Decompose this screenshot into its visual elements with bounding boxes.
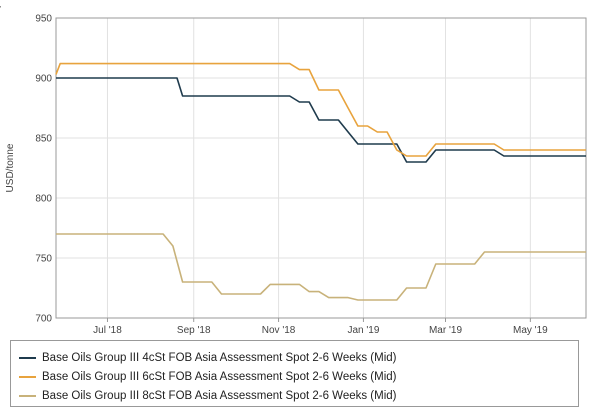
legend-label-6cst: Base Oils Group III 6cSt FOB Asia Assess… (42, 370, 397, 383)
y-tick-label: 900 (35, 74, 52, 85)
legend-swatch-6cst (19, 375, 36, 378)
x-tick-label: Jan '19 (347, 325, 379, 336)
grid-lines (56, 18, 586, 318)
line-chart: 700 750 800 850 900 950 Jul '18 Sep '18 Nov '18… (5, 14, 587, 336)
legend-swatch-4cst (19, 356, 36, 359)
corner-mark: ' (0, 6, 2, 13)
series-line-1[interactable] (55, 62, 586, 157)
legend-swatch-8cst (19, 394, 36, 397)
series-line-0[interactable] (56, 77, 586, 163)
x-tick-label: Jul '18 (93, 325, 122, 336)
plot-frame (55, 17, 587, 319)
y-tick-label: 850 (35, 134, 52, 145)
legend-item-4cst[interactable]: Base Oils Group III 4cSt FOB Asia Assess… (19, 348, 578, 367)
y-axis-ticks: 700 750 800 850 900 950 (35, 14, 52, 325)
y-tick-label: 950 (35, 14, 52, 25)
legend-item-8cst[interactable]: Base Oils Group III 8cSt FOB Asia Assess… (19, 386, 578, 405)
legend: Base Oils Group III 4cSt FOB Asia Assess… (10, 340, 579, 407)
legend-item-6cst[interactable]: Base Oils Group III 6cSt FOB Asia Assess… (19, 367, 578, 386)
x-tick-label: May '19 (513, 325, 548, 336)
series-lines (55, 62, 586, 301)
y-tick-label: 750 (35, 254, 52, 265)
x-tick-label: Sep '18 (177, 325, 211, 336)
x-tick-label: Nov '18 (262, 325, 296, 336)
x-axis-ticks: Jul '18 Sep '18 Nov '18 Jan '19 Mar '19 May '… (93, 318, 548, 336)
y-tick-label: 700 (35, 314, 52, 325)
legend-label-8cst: Base Oils Group III 8cSt FOB Asia Assess… (42, 389, 397, 402)
series-line-2[interactable] (56, 233, 586, 301)
x-tick-label: Mar '19 (429, 325, 462, 336)
y-axis-title: USD/tonne (5, 143, 16, 192)
y-tick-label: 800 (35, 194, 52, 205)
legend-label-4cst: Base Oils Group III 4cSt FOB Asia Assess… (42, 351, 397, 364)
